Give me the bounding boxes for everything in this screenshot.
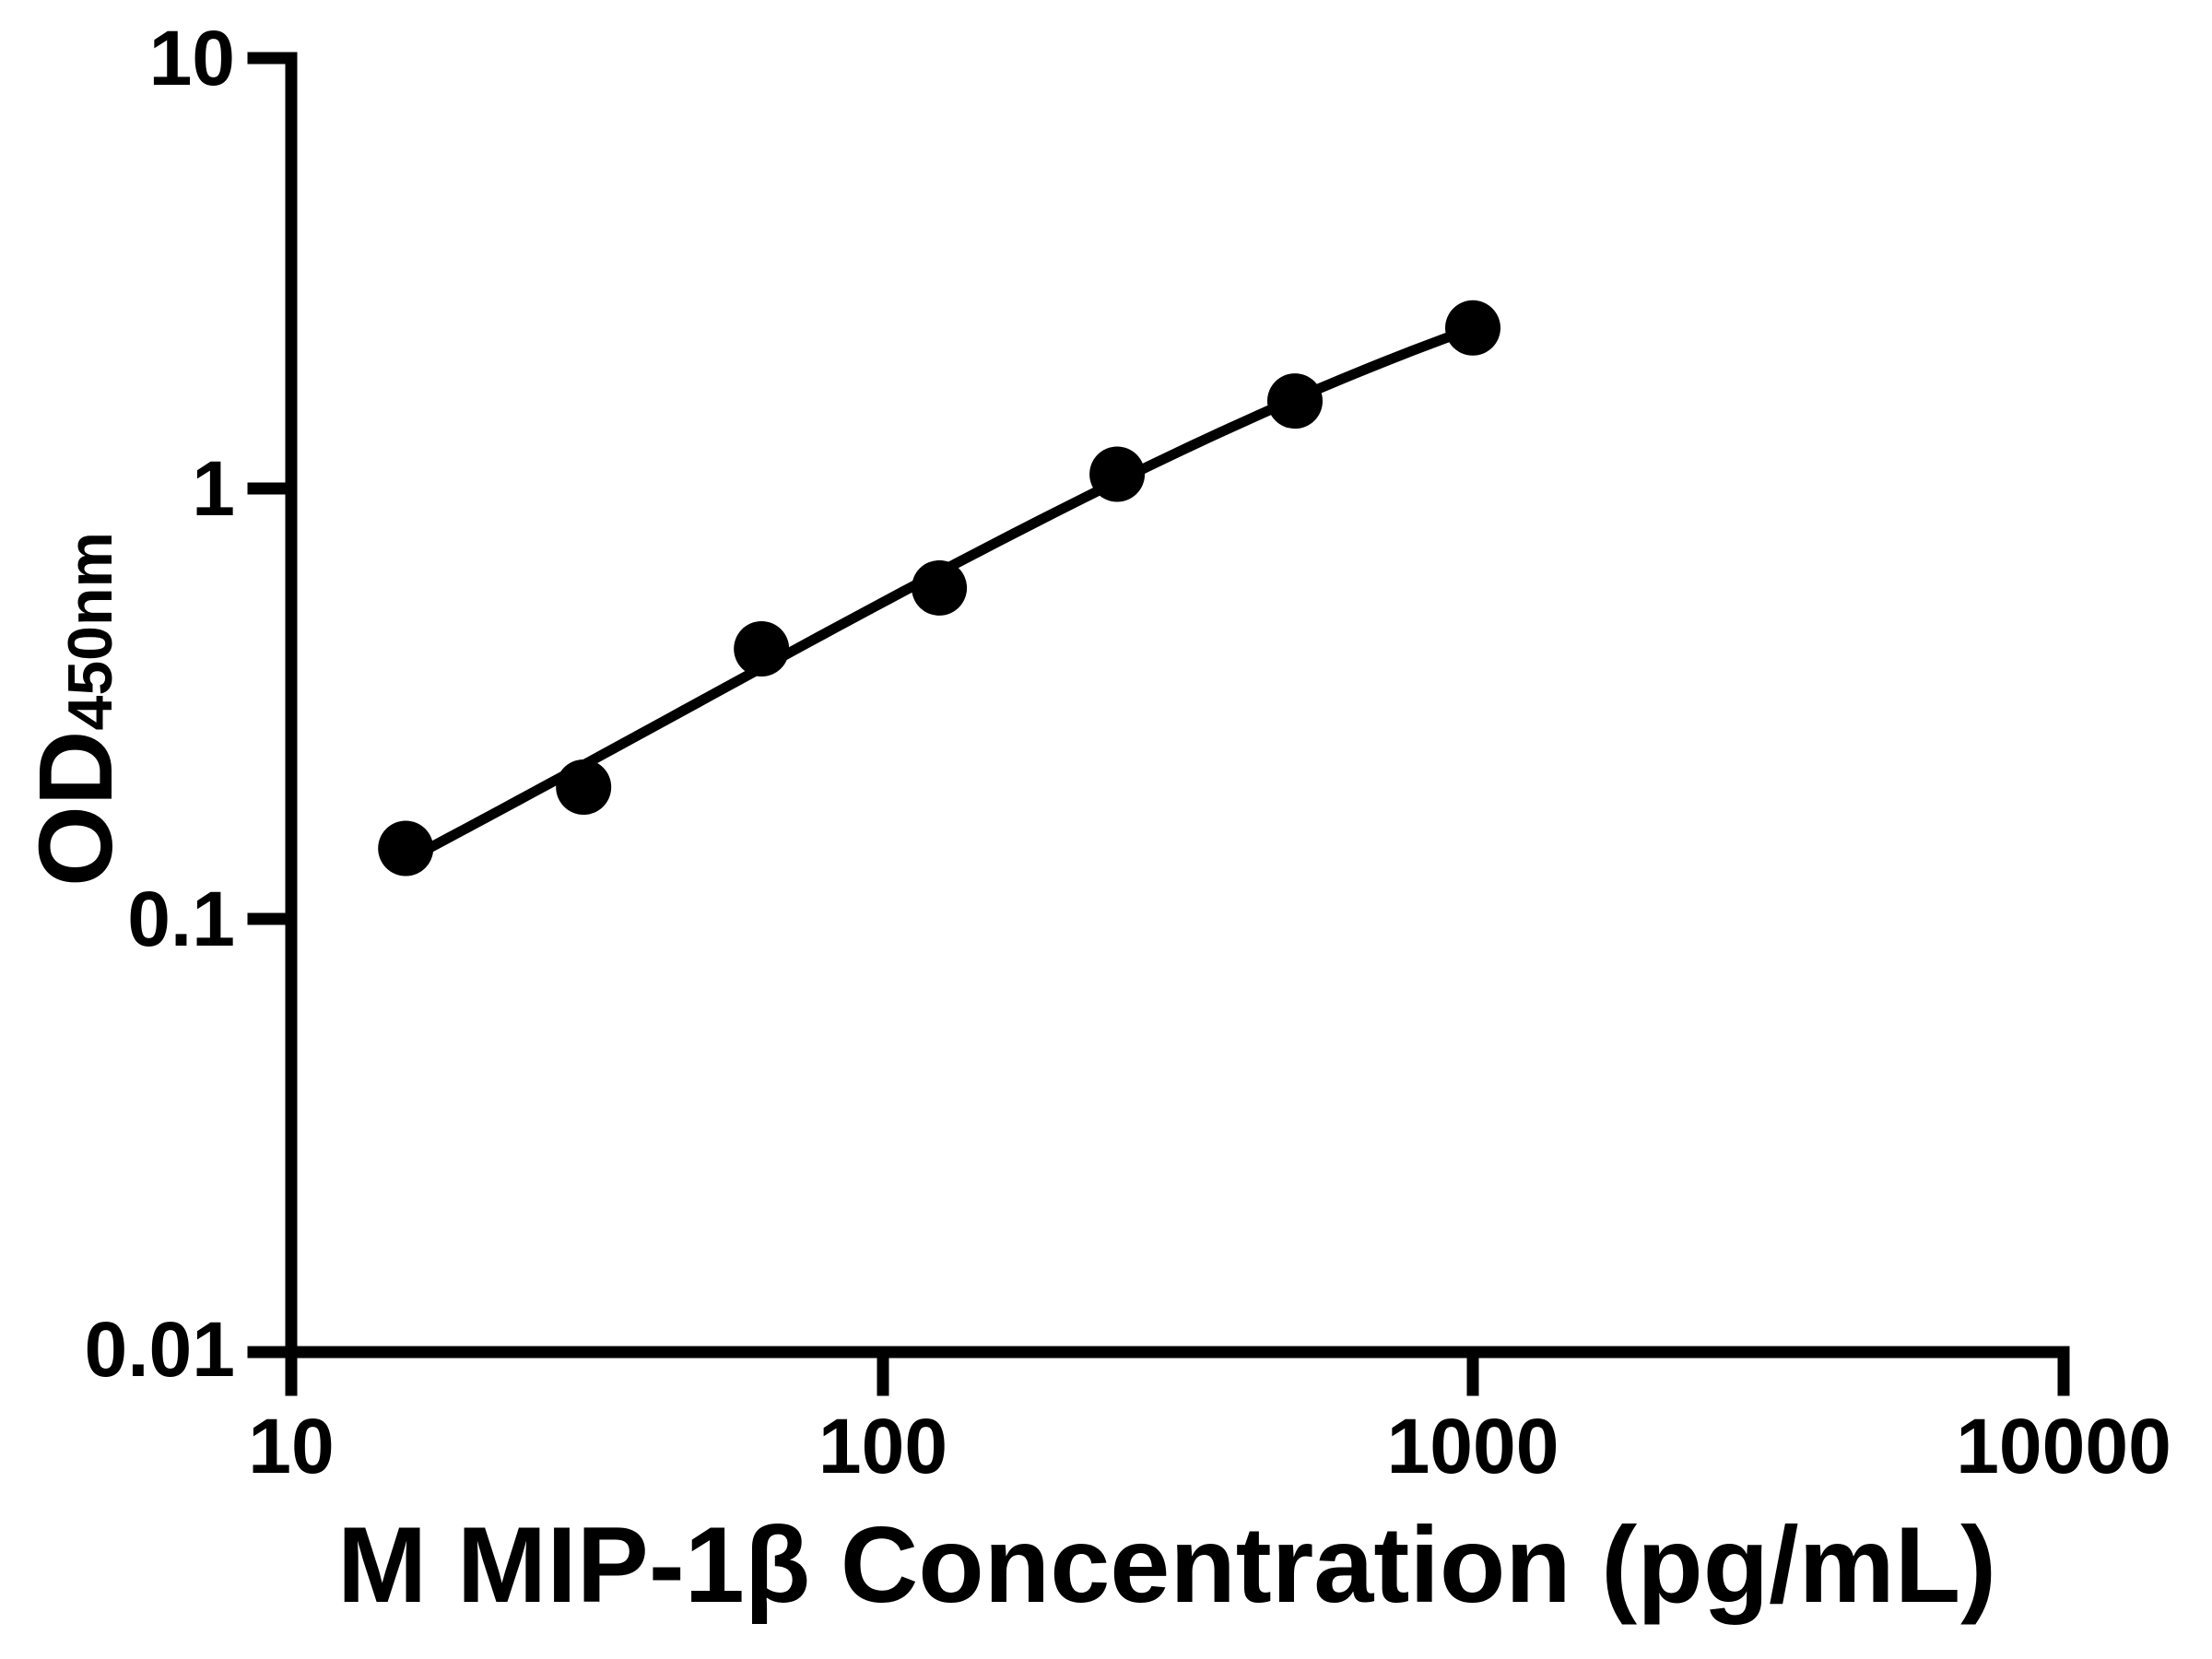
svg-text:10: 10	[149, 15, 235, 101]
svg-text:10: 10	[248, 1403, 334, 1489]
svg-text:100: 100	[818, 1403, 947, 1489]
svg-text:OD450nm: OD450nm	[18, 532, 134, 887]
svg-text:10000: 10000	[1956, 1403, 2171, 1489]
svg-text:M MIP-1β Concentration (pg/mL): M MIP-1β Concentration (pg/mL)	[337, 1504, 1996, 1625]
svg-text:0.1: 0.1	[127, 876, 235, 962]
svg-text:1000: 1000	[1387, 1403, 1559, 1489]
svg-text:0.01: 0.01	[85, 1306, 236, 1393]
svg-text:1: 1	[192, 445, 235, 532]
